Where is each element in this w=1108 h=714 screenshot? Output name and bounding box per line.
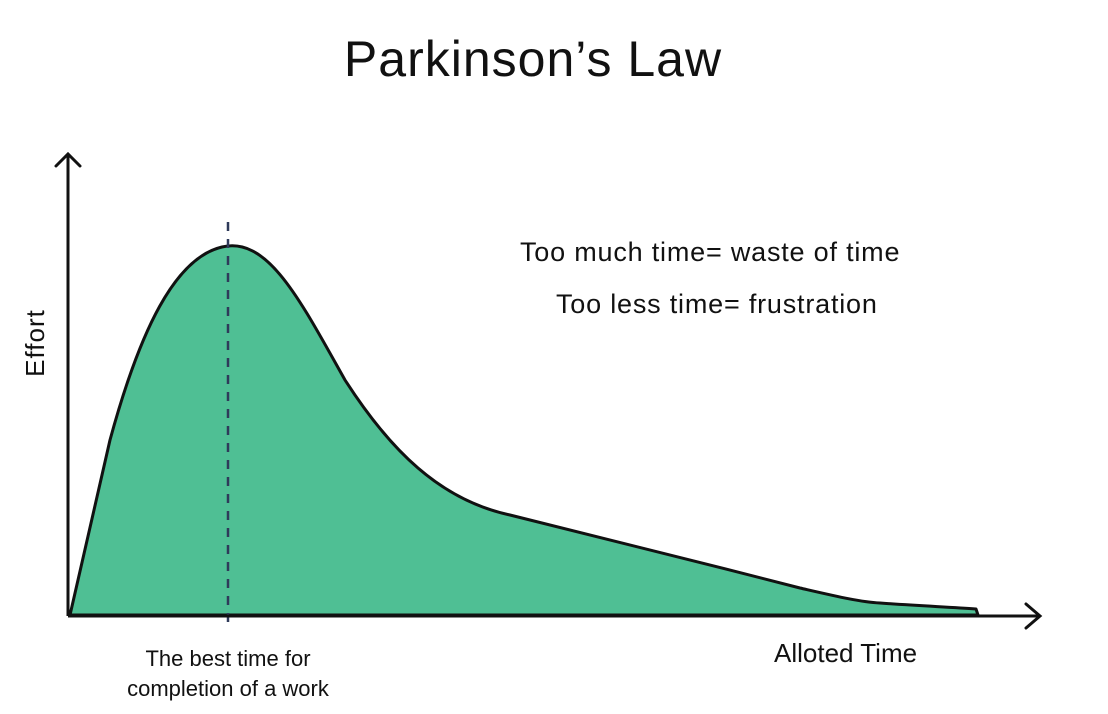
x-axis-label: Alloted Time: [774, 638, 918, 668]
y-axis-arrow-icon: [54, 151, 82, 168]
best-time-label-line-1: The best time for: [145, 646, 311, 671]
diagram-title: Parkinson’s Law: [343, 31, 723, 87]
x-axis-arrow-icon: [1024, 602, 1043, 630]
axes: [54, 151, 1043, 630]
note-too-less-time: Too less time= frustration: [556, 289, 878, 319]
effort-curve: [68, 244, 980, 617]
best-time-label: The best time for completion of a work: [92, 644, 364, 704]
y-axis-label: Effort: [20, 309, 50, 377]
note-too-much-time: Too much time= waste of time: [520, 237, 901, 267]
best-time-label-line-2: completion of a work: [127, 676, 329, 701]
